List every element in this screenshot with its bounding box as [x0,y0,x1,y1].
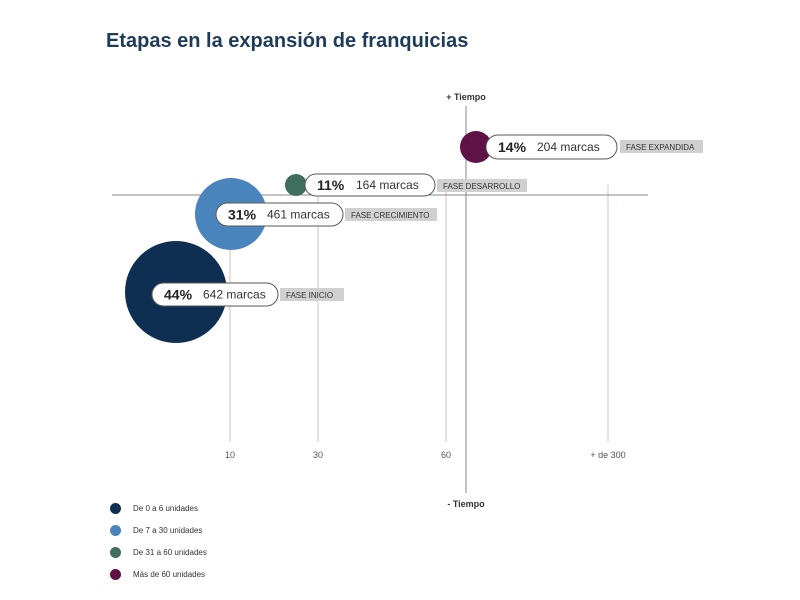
x-tick-label: 10 [225,450,235,460]
phase-tag [345,208,437,221]
phase-tag [280,288,344,301]
phase-label: FASE INICIO [286,291,333,300]
legend-item: De 7 a 30 unidades [110,519,207,541]
legend-dot-icon [110,546,121,558]
x-tick-label: 30 [313,450,323,460]
bubble [285,174,307,196]
chart-title: Etapas en la expansión de franquicias [106,30,469,52]
value-pill [485,134,618,160]
legend-item: Más de 60 unidades [110,563,207,585]
legend-dot-icon [110,524,121,536]
percent-label: 11% [317,177,345,193]
percent-label: 14% [498,139,527,155]
legend-label: Más de 60 unidades [133,569,206,579]
value-pill [151,282,279,307]
legend-item: De 0 a 6 unidades [110,497,207,519]
legend-dot-icon [110,502,121,514]
x-tick-label: + de 300 [590,450,625,460]
phase-label: FASE EXPANDIDA [626,143,695,152]
y-axis-bottom-label: - Tiempo [447,499,485,509]
count-label: 164 marcas [356,178,419,192]
legend-label: De 7 a 30 unidades [133,525,203,535]
y-axis-top-label: + Tiempo [446,92,486,102]
phase-label: FASE DESARROLLO [443,182,520,191]
legend: De 0 a 6 unidades De 7 a 30 unidades De 31… [110,497,207,585]
count-label: 461 marcas [267,208,330,222]
legend-label: De 31 a 60 unidades [133,547,207,557]
legend-label: De 0 a 6 unidades [133,503,198,513]
x-tick-label: 60 [441,450,451,460]
phase-tag [620,140,703,153]
phase-tag [437,179,527,192]
count-label: 204 marcas [537,140,600,154]
legend-item: De 31 a 60 unidades [110,541,207,563]
value-pill [215,202,344,227]
count-label: 642 marcas [203,288,266,302]
value-pill [304,173,436,197]
bubble [460,131,492,163]
phase-label: FASE CRECIMIENTO [351,211,430,220]
legend-dot-icon [110,568,121,580]
percent-label: 44% [164,287,193,303]
percent-label: 31% [228,207,257,223]
